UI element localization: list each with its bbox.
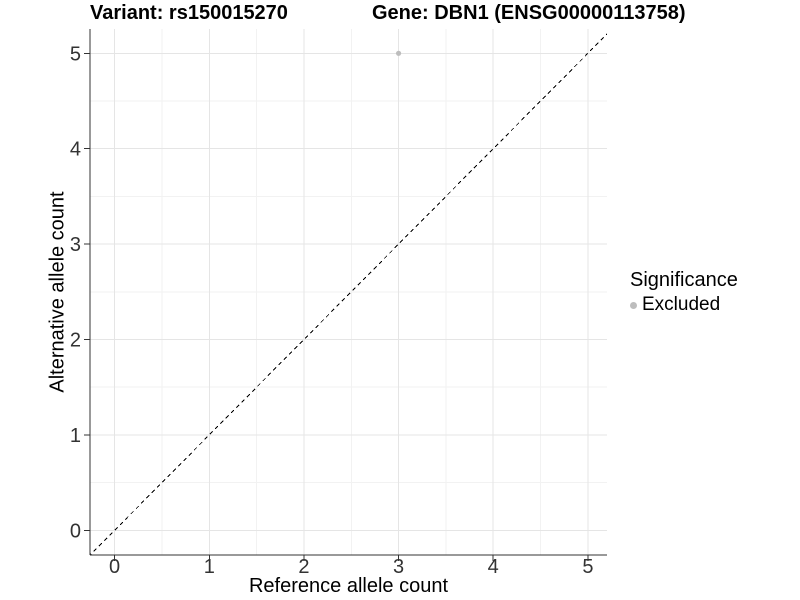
y-tick-label: 4 (70, 139, 81, 161)
x-axis-title: Reference allele count (248, 575, 448, 597)
legend-title: Significance (630, 269, 738, 291)
data-point (395, 50, 402, 56)
y-axis-title: Alternative allele count (46, 191, 69, 393)
x-tick-label: 2 (298, 556, 309, 578)
x-tick-label: 5 (582, 556, 593, 578)
legend-entry-excluded: Excluded (630, 293, 738, 317)
y-tick-label: 5 (70, 43, 81, 65)
y-tick-label: 0 (70, 520, 81, 542)
plot-title-gene: Gene: DBN1 (ENSG00000113758) (372, 2, 686, 24)
x-tick-label: 1 (204, 556, 215, 578)
x-tick-label: 3 (393, 556, 404, 578)
legend-point-icon (630, 301, 637, 309)
y-tick-label: 2 (70, 330, 81, 352)
legend-entry-label: Excluded (642, 294, 721, 315)
legend: Significance Excluded (630, 268, 738, 317)
plot-title-variant: Variant: rs150015270 (90, 2, 288, 24)
y-tick-label: 1 (70, 425, 81, 447)
x-tick-label: 0 (109, 556, 120, 578)
y-tick-label: 3 (70, 234, 81, 256)
x-tick-label: 4 (488, 556, 499, 578)
